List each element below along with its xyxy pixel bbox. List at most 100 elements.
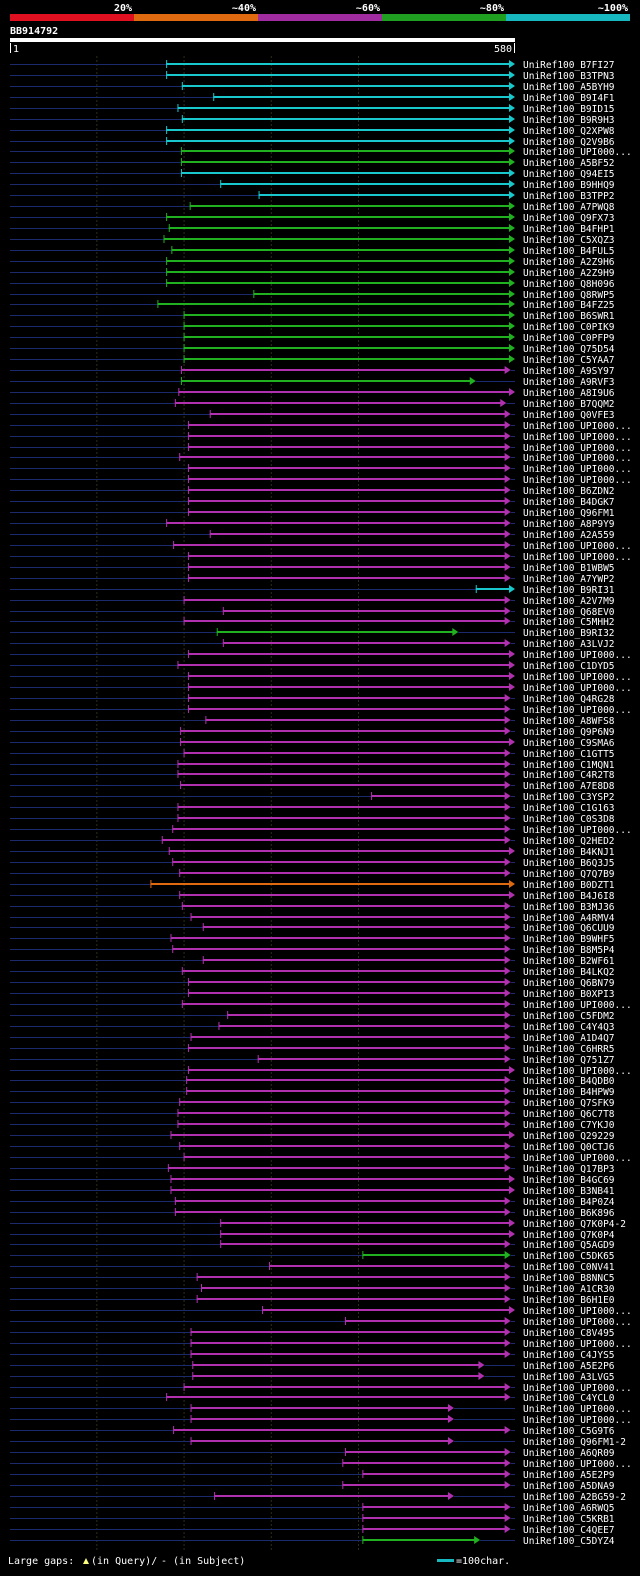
hit-row[interactable]: UniRef100_Q2V9B6 — [10, 137, 615, 148]
hit-row[interactable]: UniRef100_B7FI27 — [10, 60, 615, 71]
hit-row[interactable]: UniRef100_Q0CTJ6 — [10, 1142, 615, 1153]
hit-label[interactable]: UniRef100_Q7K0P4-2 — [523, 1219, 626, 1230]
hit-row[interactable]: UniRef100_UPI000... — [10, 672, 632, 683]
hit-row[interactable]: UniRef100_B0XPI3 — [10, 989, 615, 1000]
hit-row[interactable]: UniRef100_A2Z9H9 — [10, 268, 615, 279]
hit-label[interactable]: UniRef100_B8NNC5 — [523, 1273, 615, 1284]
hit-row[interactable]: UniRef100_A1CR30 — [10, 1284, 615, 1295]
hit-label[interactable]: UniRef100_B3NB41 — [523, 1186, 615, 1197]
hit-row[interactable]: UniRef100_C5DK65 — [10, 1251, 615, 1262]
hit-row[interactable]: UniRef100_C0S3D8 — [10, 814, 615, 825]
hit-label[interactable]: UniRef100_Q2V9B6 — [523, 137, 615, 148]
hit-row[interactable]: UniRef100_A3LVJ2 — [10, 639, 615, 650]
hit-label[interactable]: UniRef100_UPI000... — [523, 1415, 632, 1426]
hit-row[interactable]: UniRef100_C1DYD5 — [10, 661, 615, 672]
hit-label[interactable]: UniRef100_B2WF61 — [523, 956, 615, 967]
hit-label[interactable]: UniRef100_A7YWP2 — [523, 574, 615, 585]
hit-row[interactable]: UniRef100_B9RI32 — [10, 628, 615, 639]
hit-label[interactable]: UniRef100_C1MQN1 — [523, 760, 615, 771]
hit-label[interactable]: UniRef100_C5G9T6 — [523, 1426, 615, 1437]
hit-row[interactable]: UniRef100_B8NNC5 — [10, 1273, 615, 1284]
hit-label[interactable]: UniRef100_C5FDM2 — [523, 1011, 615, 1022]
hit-label[interactable]: UniRef100_A5BF52 — [523, 158, 615, 169]
hit-row[interactable]: UniRef100_UPI000... — [10, 475, 632, 486]
hit-row[interactable]: UniRef100_Q94EI5 — [10, 169, 615, 180]
hit-row[interactable]: UniRef100_C4JYS5 — [10, 1350, 615, 1361]
hit-row[interactable]: UniRef100_A2BG59-2 — [10, 1492, 626, 1503]
hit-row[interactable]: UniRef100_Q29229 — [10, 1131, 615, 1142]
hit-label[interactable]: UniRef100_C0S3D8 — [523, 814, 615, 825]
hit-label[interactable]: UniRef100_B6ZDN2 — [523, 486, 615, 497]
hit-label[interactable]: UniRef100_B8M5P4 — [523, 945, 615, 956]
hit-label[interactable]: UniRef100_B9WHF5 — [523, 934, 615, 945]
hit-row[interactable]: UniRef100_C0NV41 — [10, 1262, 615, 1273]
hit-label[interactable]: UniRef100_B4FZ25 — [523, 300, 615, 311]
hit-label[interactable]: UniRef100_C4JYS5 — [523, 1350, 615, 1361]
hit-row[interactable]: UniRef100_UPI000... — [10, 541, 632, 552]
hit-label[interactable]: UniRef100_C1GTT5 — [523, 749, 615, 760]
hit-row[interactable]: UniRef100_A5DNA9 — [10, 1481, 615, 1492]
hit-label[interactable]: UniRef100_Q96FM1 — [523, 508, 615, 519]
hit-row[interactable]: UniRef100_UPI000... — [10, 825, 632, 836]
hit-label[interactable]: UniRef100_UPI000... — [523, 147, 632, 158]
hit-label[interactable]: UniRef100_C0NV41 — [523, 1262, 615, 1273]
hit-label[interactable]: UniRef100_A7PWQ8 — [523, 202, 615, 213]
hit-row[interactable]: UniRef100_Q8RWP5 — [10, 290, 615, 301]
hit-row[interactable]: UniRef100_B9RI31 — [10, 585, 615, 596]
hit-row[interactable]: UniRef100_C5DYZ4 — [10, 1536, 615, 1547]
hit-label[interactable]: UniRef100_B7FI27 — [523, 60, 615, 71]
hit-row[interactable]: UniRef100_Q75D54 — [10, 344, 615, 355]
hit-label[interactable]: UniRef100_UPI000... — [523, 1000, 632, 1011]
hit-label[interactable]: UniRef100_UPI000... — [523, 650, 632, 661]
hit-label[interactable]: UniRef100_B7QQM2 — [523, 399, 615, 410]
hit-row[interactable]: UniRef100_A6QR09 — [10, 1448, 615, 1459]
hit-row[interactable]: UniRef100_UPI000... — [10, 453, 632, 464]
hit-row[interactable]: UniRef100_C1MQN1 — [10, 760, 615, 771]
hit-row[interactable]: UniRef100_B0DZT1 — [10, 880, 615, 891]
hit-label[interactable]: UniRef100_C4Y4Q3 — [523, 1022, 615, 1033]
hit-row[interactable]: UniRef100_UPI000... — [10, 1339, 632, 1350]
hit-label[interactable]: UniRef100_B4GC69 — [523, 1175, 615, 1186]
hit-label[interactable]: UniRef100_Q17BP3 — [523, 1164, 615, 1175]
hit-row[interactable]: UniRef100_B7QQM2 — [10, 399, 615, 410]
hit-label[interactable]: UniRef100_A3LVJ2 — [523, 639, 615, 650]
hit-label[interactable]: UniRef100_C4QEE7 — [523, 1525, 615, 1536]
hit-label[interactable]: UniRef100_Q7Q7B9 — [523, 869, 615, 880]
hit-label[interactable]: UniRef100_UPI000... — [523, 464, 632, 475]
hit-row[interactable]: UniRef100_C5MHH2 — [10, 617, 615, 628]
hit-row[interactable]: UniRef100_A3LVG5 — [10, 1372, 615, 1383]
hit-row[interactable]: UniRef100_A9SY97 — [10, 366, 615, 377]
hit-label[interactable]: UniRef100_A7E8D8 — [523, 781, 615, 792]
hit-label[interactable]: UniRef100_UPI000... — [523, 552, 632, 563]
hit-label[interactable]: UniRef100_UPI000... — [523, 825, 632, 836]
hit-label[interactable]: UniRef100_B9RI31 — [523, 585, 615, 596]
hit-label[interactable]: UniRef100_B4P0Z4 — [523, 1197, 615, 1208]
hit-row[interactable]: UniRef100_Q8H096 — [10, 279, 615, 290]
hit-label[interactable]: UniRef100_A2BG59-2 — [523, 1492, 626, 1503]
hit-row[interactable]: UniRef100_Q6C7T8 — [10, 1109, 615, 1120]
hit-label[interactable]: UniRef100_A4RMV4 — [523, 913, 615, 924]
hit-label[interactable]: UniRef100_B4FHP1 — [523, 224, 615, 235]
hit-row[interactable]: UniRef100_B3NB41 — [10, 1186, 615, 1197]
hit-label[interactable]: UniRef100_Q96FM1-2 — [523, 1437, 626, 1448]
hit-label[interactable]: UniRef100_A6QR09 — [523, 1448, 615, 1459]
hit-label[interactable]: UniRef100_B4DGK7 — [523, 497, 615, 508]
hit-row[interactable]: UniRef100_B6H1E0 — [10, 1295, 615, 1306]
hit-row[interactable]: UniRef100_Q7SFK9 — [10, 1098, 615, 1109]
hit-row[interactable]: UniRef100_C4YCL0 — [10, 1393, 615, 1404]
hit-label[interactable]: UniRef100_A1CR30 — [523, 1284, 615, 1295]
hit-row[interactable]: UniRef100_Q751Z7 — [10, 1055, 615, 1066]
hit-row[interactable]: UniRef100_Q2XPW8 — [10, 126, 615, 137]
hit-label[interactable]: UniRef100_UPI000... — [523, 421, 632, 432]
hit-row[interactable]: UniRef100_B4J6I8 — [10, 891, 615, 902]
hit-label[interactable]: UniRef100_UPI000... — [523, 443, 632, 454]
hit-label[interactable]: UniRef100_B1WBW5 — [523, 563, 615, 574]
hit-row[interactable]: UniRef100_B6Q3J5 — [10, 858, 615, 869]
hit-label[interactable]: UniRef100_A5DNA9 — [523, 1481, 615, 1492]
hit-row[interactable]: UniRef100_A7YWP2 — [10, 574, 615, 585]
hit-label[interactable]: UniRef100_UPI000... — [523, 1153, 632, 1164]
hit-row[interactable]: UniRef100_B4KNJ1 — [10, 847, 615, 858]
hit-row[interactable]: UniRef100_B3MJ36 — [10, 902, 615, 913]
hit-label[interactable]: UniRef100_B9I4F1 — [523, 93, 615, 104]
hit-row[interactable]: UniRef100_C1G163 — [10, 803, 615, 814]
